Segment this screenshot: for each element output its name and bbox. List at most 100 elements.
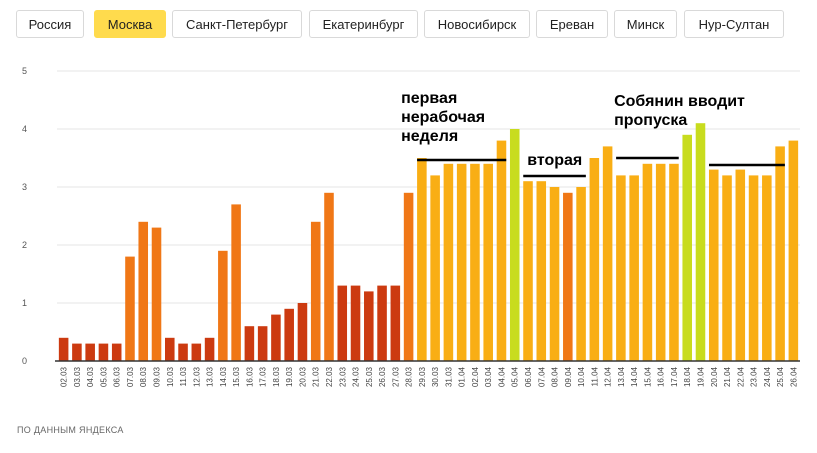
tab-novosibirsk[interactable]: Новосибирск: [424, 10, 530, 38]
bar-27.03: [390, 285, 401, 361]
y-tick-label: 1: [22, 298, 27, 308]
x-tick-label: 10.04: [577, 366, 586, 387]
bar-22.03: [324, 192, 334, 361]
bar-10.03: [165, 337, 175, 361]
y-tick-label: 5: [22, 66, 27, 76]
x-tick-label: 11.03: [179, 366, 188, 386]
bar-24.04: [762, 175, 772, 361]
x-tick-label: 24.03: [352, 366, 361, 387]
bar-23.04: [748, 175, 759, 361]
tab-minsk[interactable]: Минск: [614, 10, 677, 38]
x-tick-label: 31.03: [444, 366, 453, 387]
bar-19.03: [284, 308, 294, 361]
bar-19.04: [695, 123, 706, 361]
x-tick-label: 01.04: [458, 366, 467, 387]
x-tick-label: 03.03: [73, 366, 82, 387]
x-tick-label: 18.03: [272, 366, 281, 387]
tab-yerevan[interactable]: Ереван: [536, 10, 608, 38]
x-tick-label: 23.04: [750, 366, 759, 387]
x-tick-label: 22.04: [736, 366, 745, 387]
bar-02.04: [470, 163, 480, 361]
x-tick-label: 02.03: [60, 366, 69, 387]
source-note: ПО ДАННЫМ ЯНДЕКСА: [17, 425, 124, 435]
tab-yekaterinburg[interactable]: Екатеринбург: [309, 10, 418, 38]
bar-03.03: [72, 343, 82, 361]
x-tick-label: 08.04: [551, 366, 560, 387]
bar-04.03: [85, 343, 95, 361]
bar-21.03: [310, 221, 321, 361]
x-tick-label: 16.03: [245, 366, 254, 387]
bar-13.03: [204, 337, 215, 361]
x-tick-label: 18.04: [683, 366, 692, 387]
bar-12.03: [191, 343, 202, 361]
annotation-label: нерабочая: [401, 109, 485, 126]
tab-saint-petersburg[interactable]: Санкт-Петербург: [172, 10, 302, 38]
bar-06.04: [523, 181, 533, 361]
bar-21.04: [722, 175, 732, 361]
bar-09.04: [563, 192, 573, 361]
x-tick-label: 03.04: [484, 366, 493, 387]
bar-07.04: [536, 181, 547, 361]
y-tick-label: 2: [22, 240, 27, 250]
x-tick-label: 17.04: [670, 366, 679, 387]
x-tick-label: 21.03: [312, 366, 321, 387]
bar-05.04: [509, 129, 520, 361]
x-tick-label: 13.03: [206, 366, 215, 387]
tab-russia[interactable]: Россия: [16, 10, 84, 38]
x-tick-label: 05.03: [99, 366, 108, 387]
x-tick-label: 13.04: [617, 366, 626, 387]
bar-14.04: [629, 175, 639, 361]
x-tick-label: 19.04: [696, 366, 705, 387]
bar-11.03: [178, 343, 188, 361]
bar-07.03: [125, 256, 135, 361]
x-tick-label: 07.03: [126, 366, 135, 387]
x-tick-label: 25.04: [776, 366, 785, 387]
x-tick-label: 26.03: [378, 366, 387, 387]
x-tick-label: 20.03: [298, 366, 307, 387]
x-tick-label: 21.04: [723, 366, 732, 387]
bar-11.04: [589, 158, 600, 361]
annotation-label: пропуска: [614, 112, 687, 129]
x-tick-label: 06.04: [524, 366, 533, 387]
bar-16.04: [655, 163, 666, 361]
bar-08.03: [138, 221, 149, 361]
x-tick-label: 12.03: [192, 366, 201, 387]
bar-02.03: [58, 337, 69, 361]
x-tick-label: 15.04: [643, 366, 652, 387]
x-tick-label: 30.03: [431, 366, 440, 387]
bar-24.03: [350, 285, 361, 361]
bar-26.03: [377, 285, 387, 361]
x-tick-label: 10.03: [166, 366, 175, 387]
bar-22.04: [735, 169, 746, 361]
x-tick-label: 16.04: [657, 366, 666, 387]
x-tick-label: 17.03: [259, 366, 268, 387]
bar-13.04: [616, 175, 626, 361]
bar-17.03: [257, 326, 268, 361]
x-tick-label: 14.03: [219, 366, 228, 387]
bar-15.03: [231, 204, 241, 361]
bar-06.03: [111, 343, 122, 361]
annotation-label: Собянин вводит: [614, 93, 745, 110]
annotation-label: вторая: [527, 152, 582, 169]
bar-29.03: [417, 158, 427, 361]
y-tick-label: 4: [22, 124, 27, 134]
bar-15.04: [642, 163, 653, 361]
bar-20.03: [297, 303, 308, 361]
tab-nur-sultan[interactable]: Нур-Султан: [684, 10, 784, 38]
bar-12.04: [602, 146, 613, 361]
bar-23.03: [337, 285, 348, 361]
bar-05.03: [98, 343, 109, 361]
x-tick-label: 11.04: [590, 366, 599, 386]
x-tick-label: 09.03: [153, 366, 162, 387]
x-tick-label: 29.03: [418, 366, 427, 387]
bar-28.03: [403, 192, 414, 361]
x-tick-label: 25.03: [365, 366, 374, 387]
x-tick-label: 04.03: [86, 366, 95, 387]
tab-moscow[interactable]: Москва: [94, 10, 166, 38]
x-tick-label: 23.03: [338, 366, 347, 387]
bar-14.03: [218, 250, 228, 361]
bar-20.04: [708, 169, 719, 361]
x-tick-label: 26.04: [789, 366, 798, 387]
bar-17.04: [669, 163, 679, 361]
